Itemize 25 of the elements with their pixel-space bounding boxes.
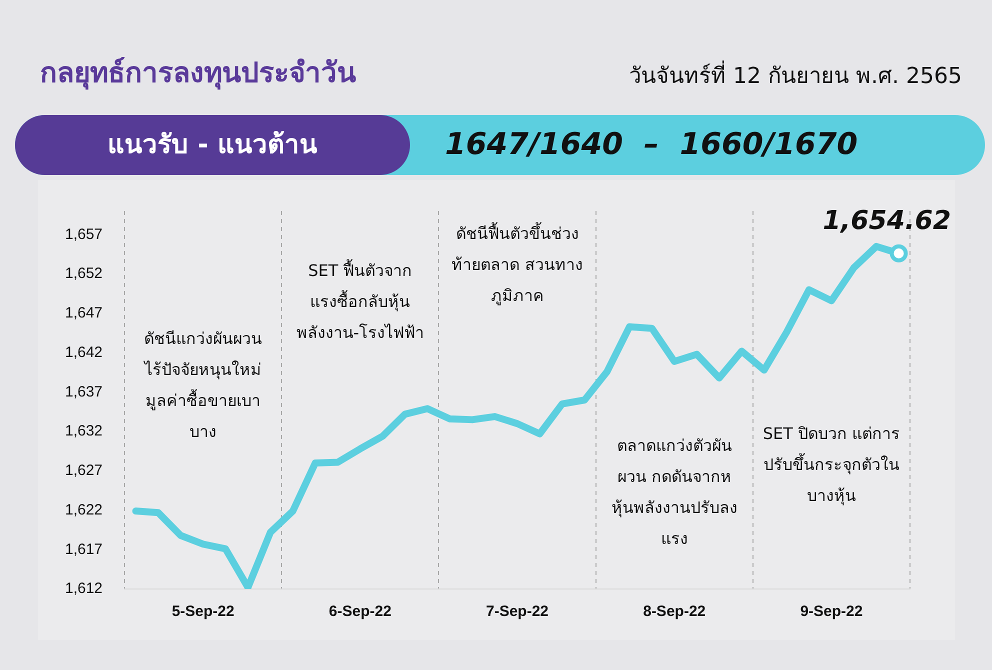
annotation: ดัชนีแกว่งผันผวน ไร้ปัจจัยหนุนใหม่ มูลค่าซื้อขายเบา บาง — [142, 329, 262, 442]
x-tick-label: 6-Sep-22 — [328, 603, 392, 620]
y-tick-label: 1,647 — [64, 304, 103, 322]
y-tick-label: 1,617 — [64, 540, 103, 558]
x-tick-label: 5-Sep-22 — [172, 603, 234, 620]
y-tick-label: 1,657 — [64, 226, 103, 243]
y-tick-label: 1,612 — [64, 580, 103, 598]
annotation: ตลาดแกว่งตัวผัน ผวน กดดันจากห หุ้นพลังงานปรับลง แรง — [611, 436, 738, 548]
y-tick-label: 1,642 — [64, 344, 103, 361]
x-tick-label: 7-Sep-22 — [486, 603, 549, 620]
text: แนวรับ - แนวต้าน — [15, 115, 410, 175]
y-tick-label: 1,632 — [64, 422, 103, 440]
y-tick-label: 1,627 — [64, 462, 103, 480]
text: 1647/1640 – 1660/1670 — [445, 126, 858, 164]
annotation: SET ปิดบวก แต่การ ปรับขึ้นกระจุกตัวใน บางหุ้น — [762, 424, 900, 506]
chart-subtitle: วันจันทร์ที่ 12 กันยายน พ.ศ. 2565 — [629, 60, 962, 91]
x-tick-label: 9-Sep-22 — [800, 603, 863, 620]
y-tick-label: 1,652 — [64, 265, 103, 282]
chart-title: กลยุทธ์การลงทุนประจำวัน — [40, 55, 356, 92]
data-label: 1,654.62 — [822, 206, 951, 236]
y-tick-label: 1,622 — [64, 501, 103, 518]
y-tick-label: 1,637 — [64, 383, 103, 400]
annotation: ดัชนีฟื้นตัวขึ้นช่วง ท้ายตลาด สวนทาง ภูมิภาค — [452, 222, 583, 306]
annotation: SET ฟื้นตัวจาก แรงซื้อกลับหุ้น พลังงาน-โรงไฟฟ้า — [296, 259, 424, 342]
x-tick-label: 8-Sep-22 — [643, 603, 706, 620]
